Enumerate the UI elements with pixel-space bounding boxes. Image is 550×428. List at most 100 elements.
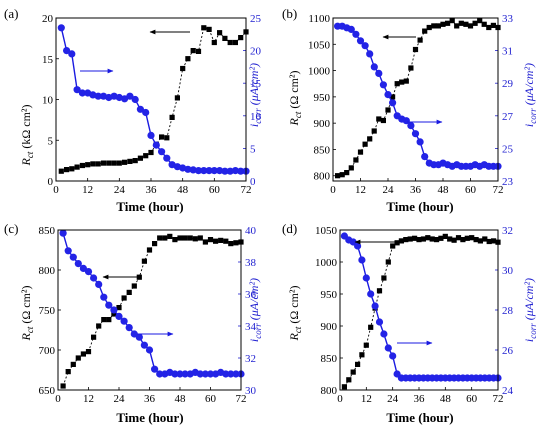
rct-point [80,351,86,357]
rct-point [442,233,448,239]
rct-point [440,21,446,27]
icorr-point [411,130,420,138]
rct-point [75,355,81,361]
rct-point [344,170,350,176]
rct-point [58,168,64,174]
y-left-tick-label: 800 [314,171,331,183]
svg-text:icorr (μA/cm²): icorr (μA/cm²) [247,63,263,127]
rct-point [335,173,341,179]
plot [59,229,245,389]
rct-point [467,23,474,29]
rct-point [180,65,186,72]
y-right-tick-label: 27 [502,111,514,123]
x-tick-label: 12 [355,184,366,196]
rct-point [174,95,180,101]
rct-point [355,361,361,367]
y-left-tick-label: 700 [39,345,56,357]
y-left-tick-label: 850 [39,225,56,237]
rct-point [376,288,383,294]
svg-text:Rct (Ω cm²): Rct (Ω cm²) [287,70,303,126]
icorr-point [151,365,159,373]
rct-point [481,21,487,27]
panel-d: (d) 0 12 24 36 48 60 72 800 850 900 950 1000 1050 24 2… [282,221,538,425]
rct-point [367,136,373,142]
rct-point [460,237,466,243]
rct-point [202,239,208,245]
ticks: 0 12 24 36 48 60 72 800 850 900 950 1000 1050 1100 23 2… [308,13,514,196]
rct-point [233,240,239,246]
icorr-point [59,229,67,237]
rct-point [458,20,464,26]
y-left-tick-label: 950 [321,289,338,301]
rct-point [438,235,444,241]
rct-point [69,166,75,172]
x-tick-label: 36 [410,184,422,196]
icorr-point [126,92,134,100]
x-tick-label: 72 [241,184,252,196]
icorr-point [68,50,76,58]
y-axis-left-title: Rct (kΩ cm²) [19,104,35,166]
icorr-point [421,153,429,161]
rct-point [464,235,470,241]
icorr-point [57,24,65,32]
icorr-point [231,167,239,175]
rct-point [238,35,244,41]
y-right-tick-label: 25 [250,13,262,25]
y-right-tick-label: 15 [250,78,262,90]
icorr-point [371,302,379,310]
x-tick-label: 36 [146,184,158,196]
rct-point [167,233,173,239]
rct-point [429,236,435,242]
rct-point [339,172,345,178]
icorr-point [84,268,93,276]
rct-point [137,155,143,161]
icorr-point [226,167,234,175]
panel-label: (d) [282,221,297,236]
rct-point [359,352,365,358]
icorr-point [206,370,215,378]
rct-point [412,46,419,53]
rct-point [162,235,168,241]
icorr-point [131,95,139,104]
y-right-tick-label: 32 [245,353,256,365]
rct-point [422,28,428,34]
rct-point [357,149,364,155]
rct-point [197,235,203,241]
rct-point [477,18,483,24]
rct-point [346,377,352,383]
rct-point [116,305,122,311]
y-right-tick-label: 32 [502,225,513,237]
y-right-tick-label: 40 [245,225,257,237]
y-right-tick-label: 36 [245,289,257,301]
y-right-tick-label: 23 [502,176,514,188]
x-tick-label: 24 [387,393,399,405]
icorr-point [389,352,397,360]
x-tick-label: 72 [236,393,247,405]
rct-point [132,158,138,164]
rct-point [398,238,404,244]
ticks: 0 12 24 36 48 60 72 650 700 750 800 850 30 32 34 36 38 40 [39,225,257,405]
y-right-tick-label: 25 [502,143,514,155]
y-right-tick-label: 5 [250,143,256,155]
icorr-series-line [60,27,246,172]
plot [57,24,250,175]
rct-point [463,21,469,27]
icorr-point [110,306,118,314]
y-left-tick-label: 15 [42,54,54,66]
rct-point [469,235,475,241]
icorr-point [221,167,229,175]
rct-series-line [62,235,242,387]
x-tick-label: 0 [337,393,343,405]
icorr-point [201,370,209,378]
y-axis-left-title: Rct (Ω cm²) [19,285,35,341]
panel-label: (c) [4,221,18,236]
x-tick-label: 24 [383,184,395,196]
rct-point [394,81,400,87]
rct-point [172,237,178,243]
svg-text:icorr (μA/cm²): icorr (μA/cm²) [522,63,538,127]
rct-point [121,295,127,301]
rct-point [472,20,478,26]
y-left-tick-label: 650 [39,385,56,397]
y-axis-right-title: icorr (μA/cm²) [522,278,538,342]
